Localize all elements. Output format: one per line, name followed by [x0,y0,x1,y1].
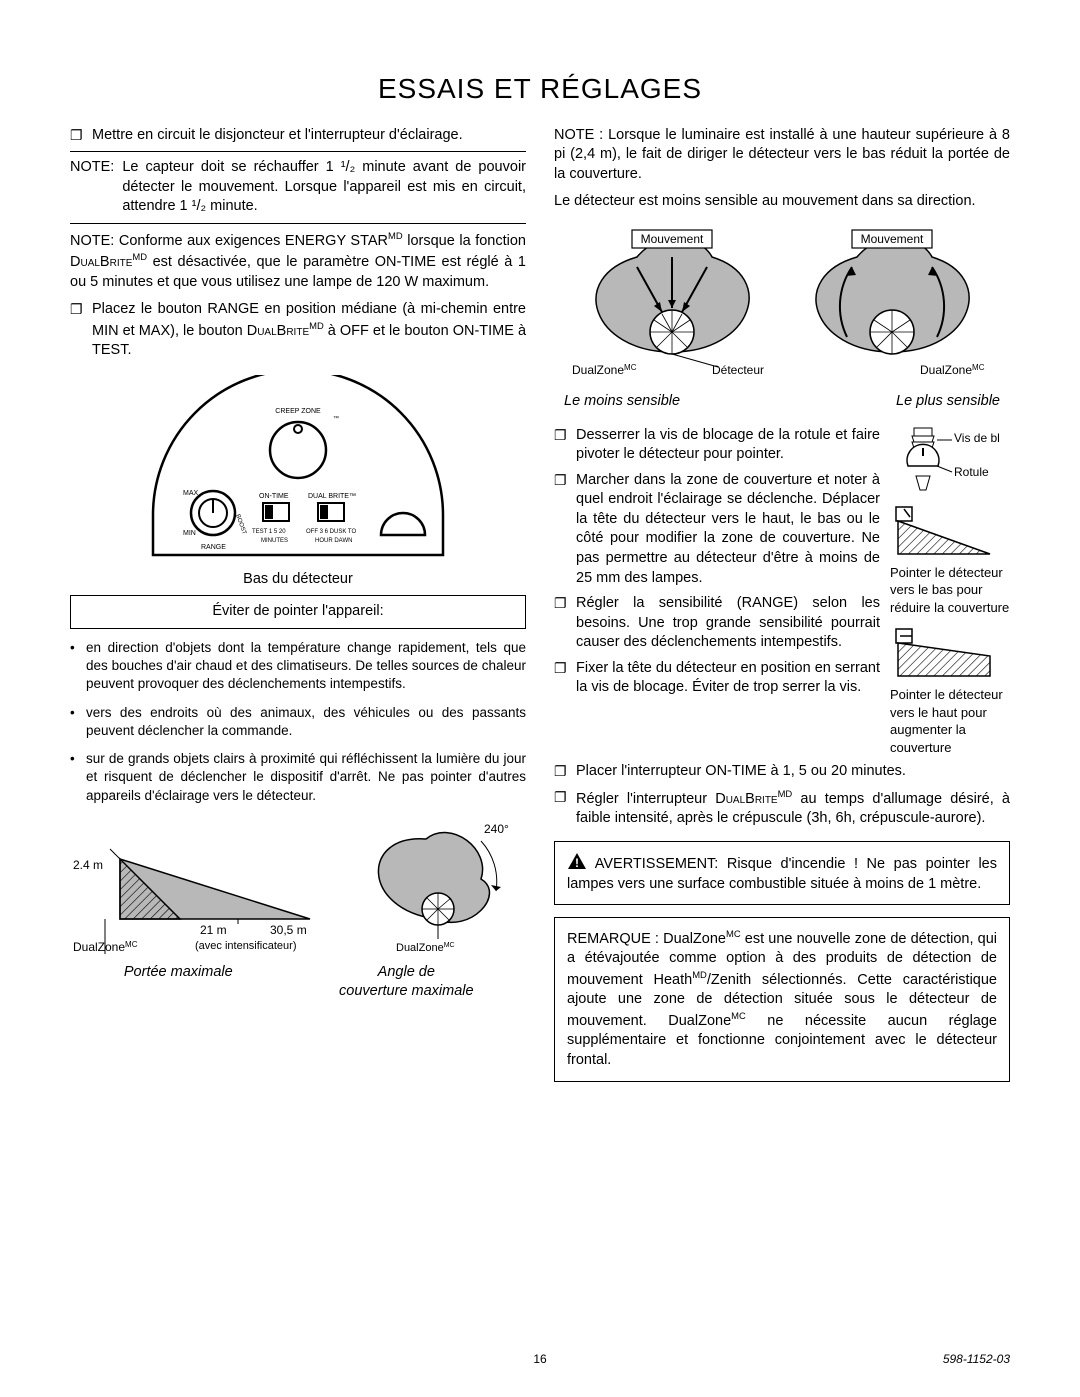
svg-text:MIN: MIN [183,530,196,537]
two-columns: Mettre en circuit le disjoncteur et l'in… [70,126,1010,1082]
bullet-dot: • [70,639,80,694]
svg-text:DualZoneMC: DualZoneMC [572,363,637,377]
svg-text:Vis de blocage: Vis de blocage [954,431,1000,445]
diagram-caption: Bas du détecteur [70,570,526,590]
aim-up-fig [890,626,1000,686]
checkbox-icon [70,300,92,361]
warning-box: ! AVERTISSEMENT: Risque d'incendie ! Ne … [554,841,1010,905]
svg-text:2.4 m: 2.4 m [73,858,103,872]
page-title: ESSAIS ET RÉGLAGES [70,70,1010,108]
remark-box: REMARQUE : DualZoneMC est une nouvelle z… [554,917,1010,1081]
svg-text:ON-TIME: ON-TIME [259,493,289,500]
svg-text:MINUTES: MINUTES [261,538,288,544]
checkbox-icon [554,594,576,653]
svg-text:Détecteur: Détecteur [712,363,764,377]
avoid-item: • sur de grands objets clairs à proximit… [70,750,526,805]
note: Le détecteur est moins sensible au mouve… [554,192,1010,212]
note: NOTE: Conforme aux exigences ENERGY STAR… [70,230,526,292]
svg-text:MAX: MAX [183,490,199,497]
bullet-dot: • [70,750,80,805]
svg-text:DualZoneMC: DualZoneMC [396,942,455,954]
svg-text:CREEP ZONE: CREEP ZONE [275,408,321,415]
avoid-item: • en direction d'objets dont la températ… [70,639,526,694]
more-sensitive-fig: Mouvement DualZoneMC [792,222,992,382]
left-column: Mettre en circuit le disjoncteur et l'in… [70,126,526,1082]
svg-text:240°: 240° [484,822,509,836]
side-caption: Pointer le détecteur vers le haut pour a… [890,686,1010,756]
avoid-item: • vers des endroits où des animaux, des … [70,704,526,740]
checkbox-icon [70,126,92,146]
svg-text:Rotule: Rotule [954,465,989,479]
aim-down-fig [890,504,1000,564]
note: NOTE: Le capteur doit se réchauffer 1 ¹/… [70,158,526,217]
caption: Angle decouverture maximale [292,963,520,1002]
svg-text:DualZoneMC: DualZoneMC [73,940,138,954]
warning-icon: ! [567,856,595,872]
warning-text: AVERTISSEMENT: Risque d'incendie ! Ne pa… [567,856,997,892]
side-caption: Pointer le détecteur vers le bas pour ré… [890,564,1010,617]
range-angle-figures: 2.4 m DualZoneMC 21 m 30,5 m (a [70,819,526,959]
ball-joint-fig: Vis de blocage Rotule [890,426,1000,504]
note-body: Le capteur doit se réchauffer 1 ¹/₂ minu… [122,158,526,217]
svg-text:(avec intensificateur): (avec intensificateur) [195,940,297,952]
step-item: Placez le bouton RANGE en position média… [70,300,526,361]
step-text: Mettre en circuit le disjoncteur et l'in… [92,126,463,146]
doc-code: 598-1152-03 [943,1351,1010,1367]
svg-text:Mouvement: Mouvement [861,232,924,246]
checkbox-icon [554,659,576,698]
sensitivity-captions: Le moins sensible Le plus sensible [554,392,1010,412]
svg-text:Mouvement: Mouvement [641,232,704,246]
less-sensitive-fig: Mouvement DualZoneMC Détecteur [572,222,772,382]
svg-text:!: ! [575,856,579,870]
checkbox-icon [554,762,576,782]
bullet-dot: • [70,704,80,740]
svg-text:21 m: 21 m [200,923,227,937]
note-label: NOTE: [70,158,114,217]
svg-text:DualZoneMC: DualZoneMC [920,363,985,377]
step-text: Placez le bouton RANGE en position média… [92,300,526,361]
step-item: Mettre en circuit le disjoncteur et l'in… [70,126,526,146]
avoid-box: Éviter de pointer l'appareil: [70,595,526,629]
svg-text:RANGE: RANGE [201,544,226,551]
svg-text:30,5 m: 30,5 m [270,923,307,937]
figure-captions: Portée maximale Angle decouverture maxim… [70,963,526,1002]
caption: Le plus sensible [896,392,1000,412]
svg-text:™: ™ [333,415,339,422]
detector-svg: CREEP ZONE ™ MAX MIN BOOST RANGE ON-TIME… [133,375,463,560]
note: NOTE : Lorsque le luminaire est installé… [554,126,1010,185]
checkbox-icon [554,788,576,829]
svg-text:HOUR DAWN: HOUR DAWN [315,538,352,544]
svg-text:OFF 3 6 DUSK TO: OFF 3 6 DUSK TO [306,529,356,535]
divider [70,223,526,224]
page-number: 16 [533,1351,546,1367]
range-figure: 2.4 m DualZoneMC 21 m 30,5 m (a [70,829,320,959]
divider [70,151,526,152]
angle-figure: 240° DualZoneMC [356,819,526,959]
caption: Portée maximale [76,963,281,1002]
detector-diagram: CREEP ZONE ™ MAX MIN BOOST RANGE ON-TIME… [70,375,526,560]
sensitivity-figures: Mouvement DualZoneMC Détecteur [554,222,1010,382]
svg-text:TEST 1 5 20: TEST 1 5 20 [252,529,286,535]
checkbox-icon [554,426,576,465]
caption: Le moins sensible [564,392,680,412]
right-column: NOTE : Lorsque le luminaire est installé… [554,126,1010,1082]
footer: 16 598-1152-03 [70,1351,1010,1367]
checkbox-icon [554,471,576,588]
page: ESSAIS ET RÉGLAGES Mettre en circuit le … [0,0,1080,1397]
adjustment-steps: Desserrer la vis de blocage de la rotule… [554,426,1010,829]
svg-text:DUAL BRITE™: DUAL BRITE™ [308,493,356,500]
